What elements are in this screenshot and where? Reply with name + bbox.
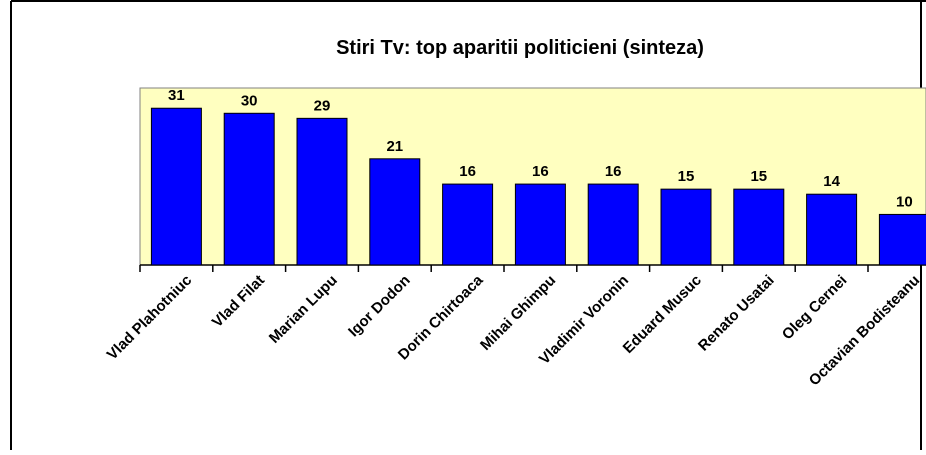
bar: [369, 158, 421, 266]
data-label: 15: [678, 168, 695, 185]
chart-title: Stiri Tv: top aparitii politicieni (sint…: [336, 37, 704, 59]
data-label: 14: [823, 173, 840, 190]
bar: [223, 112, 275, 266]
bar: [806, 193, 858, 266]
data-label: 30: [241, 92, 258, 109]
bar: [442, 183, 494, 266]
bar: [878, 213, 926, 266]
data-label: 21: [386, 138, 403, 155]
data-label: 31: [168, 87, 185, 104]
bar: [733, 188, 785, 266]
data-label: 10: [896, 193, 913, 210]
bar: [514, 183, 566, 266]
data-label: 16: [605, 163, 622, 180]
data-label: 16: [532, 163, 549, 180]
bar: [150, 107, 202, 266]
data-label: 15: [750, 168, 767, 185]
data-label: 16: [459, 163, 476, 180]
bar: [296, 117, 348, 266]
bar: [587, 183, 639, 266]
data-label: 29: [314, 97, 331, 114]
bar: [660, 188, 712, 266]
